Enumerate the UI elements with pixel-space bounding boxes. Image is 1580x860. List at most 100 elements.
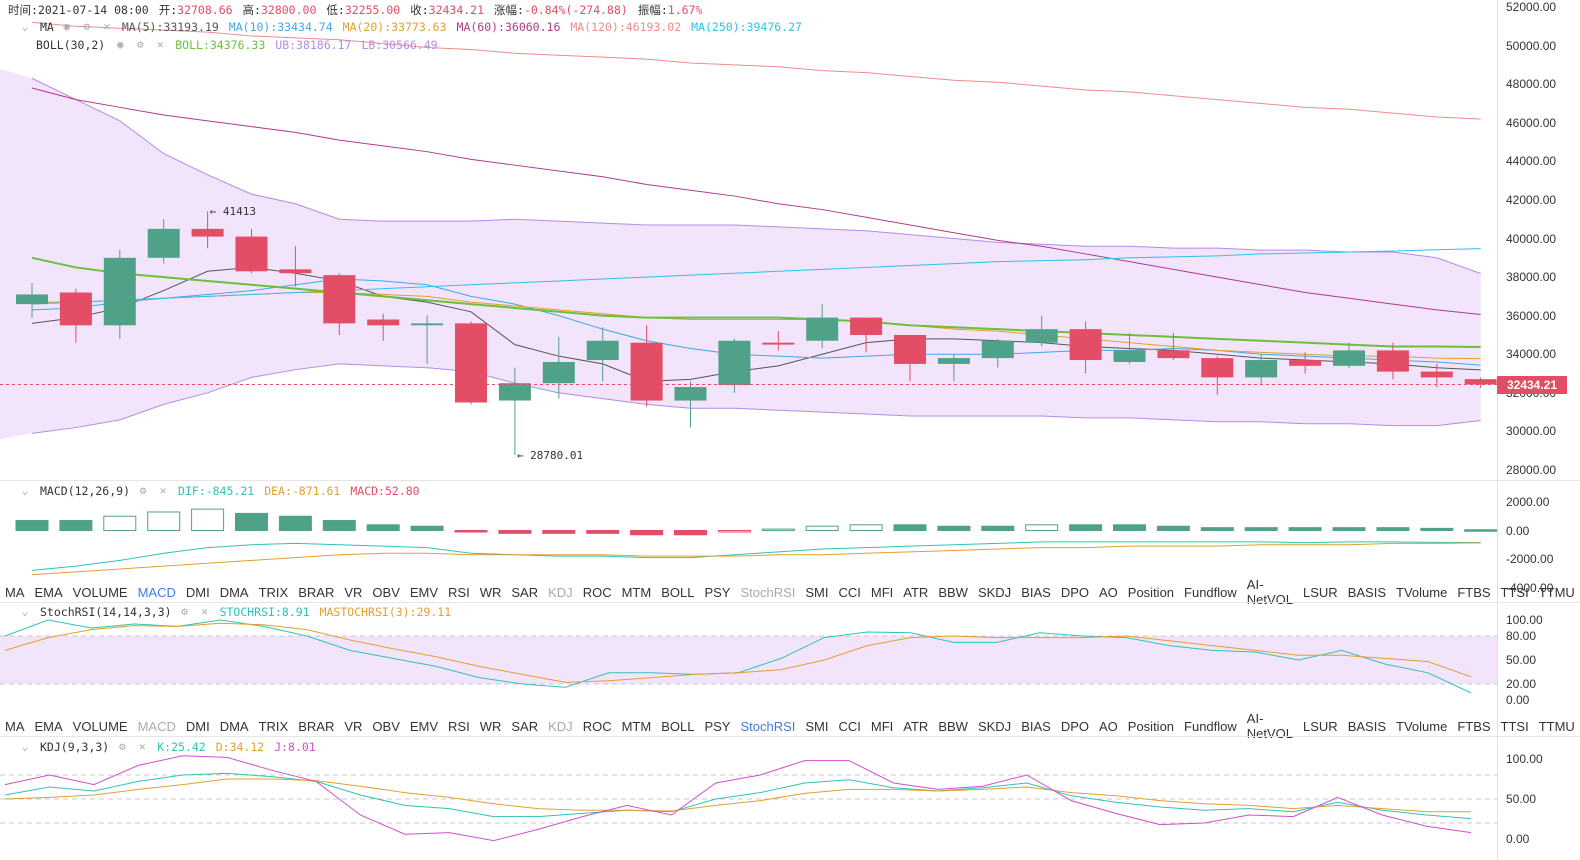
tab-obv[interactable]: OBV: [372, 718, 400, 734]
tab-tvolume[interactable]: TVolume: [1396, 718, 1448, 734]
settings-icon[interactable]: ⚙: [83, 20, 91, 33]
tab-basis[interactable]: BASIS: [1347, 584, 1386, 600]
tab-roc[interactable]: ROC: [582, 584, 612, 600]
tab-smi[interactable]: SMI: [805, 584, 829, 600]
tab-psy[interactable]: PSY: [704, 718, 731, 734]
tab-ma[interactable]: MA: [5, 584, 25, 600]
tab-dpo[interactable]: DPO: [1060, 584, 1089, 600]
tab-position[interactable]: Position: [1127, 718, 1175, 734]
tab-emv[interactable]: EMV: [409, 584, 439, 600]
tab-kdj[interactable]: KDJ: [548, 584, 573, 600]
tab-brar[interactable]: BRAR: [298, 718, 335, 734]
tab-volume[interactable]: VOLUME: [72, 718, 128, 734]
pane-separator[interactable]: [0, 602, 1580, 603]
tab-vr[interactable]: VR: [344, 718, 363, 734]
close-icon[interactable]: ✕: [159, 484, 167, 497]
tab-kdj[interactable]: KDJ: [548, 718, 573, 734]
tab-ao[interactable]: AO: [1098, 584, 1118, 600]
tab-smi[interactable]: SMI: [805, 718, 829, 734]
tab-atr[interactable]: ATR: [903, 718, 929, 734]
tab-dma[interactable]: DMA: [219, 718, 249, 734]
tab-ema[interactable]: EMA: [34, 584, 63, 600]
tab-stochrsi[interactable]: StochRSI: [740, 718, 796, 734]
tab-macd[interactable]: MACD: [137, 718, 176, 734]
tab-bbw[interactable]: BBW: [938, 718, 968, 734]
tab-macd[interactable]: MACD: [137, 584, 176, 600]
collapse-icon[interactable]: ⌄: [21, 605, 29, 618]
eye-icon[interactable]: ◉: [63, 20, 71, 33]
tab-ttsi[interactable]: TTSI: [1500, 584, 1529, 600]
price-axis[interactable]: 52000.00 50000.00 48000.00 46000.00 44000.00…: [1497, 0, 1580, 480]
tab-dma[interactable]: DMA: [219, 584, 249, 600]
tab-sar[interactable]: SAR: [511, 584, 539, 600]
stochrsi-chart[interactable]: [0, 603, 1497, 717]
tab-skdj[interactable]: SKDJ: [977, 584, 1012, 600]
tab-brar[interactable]: BRAR: [298, 584, 335, 600]
tab-basis[interactable]: BASIS: [1347, 718, 1386, 734]
tab-fundflow[interactable]: Fundflow: [1184, 718, 1237, 734]
close-icon[interactable]: ✕: [138, 740, 146, 753]
stochrsi-axis[interactable]: 100.00 80.00 50.00 20.00 0.00: [1497, 603, 1580, 736]
tab-wr[interactable]: WR: [479, 718, 502, 734]
tab-bbw[interactable]: BBW: [938, 584, 968, 600]
tab-trix[interactable]: TRIX: [258, 584, 289, 600]
collapse-icon[interactable]: ⌄: [21, 484, 29, 497]
tab-cci[interactable]: CCI: [838, 584, 861, 600]
tab-ai-netvol[interactable]: AI-NetVOL: [1246, 577, 1294, 607]
tab-bias[interactable]: BIAS: [1021, 718, 1051, 734]
tab-dpo[interactable]: DPO: [1060, 718, 1089, 734]
settings-icon[interactable]: ⚙: [118, 740, 126, 753]
tab-volume[interactable]: VOLUME: [72, 584, 128, 600]
tab-boll[interactable]: BOLL: [661, 584, 695, 600]
pane-separator[interactable]: [0, 736, 1580, 737]
tab-mtm[interactable]: MTM: [621, 584, 652, 600]
tab-ao[interactable]: AO: [1098, 718, 1118, 734]
pane-separator[interactable]: [0, 480, 1580, 481]
tab-roc[interactable]: ROC: [582, 718, 612, 734]
tab-ttmu[interactable]: TTMU: [1538, 584, 1575, 600]
settings-icon[interactable]: ⚙: [139, 484, 147, 497]
close-icon[interactable]: ✕: [201, 605, 208, 618]
macd-chart[interactable]: [0, 481, 1497, 581]
tab-rsi[interactable]: RSI: [448, 584, 470, 600]
tab-ai-netvol[interactable]: AI-NetVOL: [1246, 711, 1294, 741]
tab-ftbs[interactable]: FTBS: [1457, 584, 1491, 600]
close-icon[interactable]: ✕: [103, 20, 111, 33]
tab-position[interactable]: Position: [1127, 584, 1175, 600]
tab-psy[interactable]: PSY: [704, 584, 731, 600]
tab-lsur[interactable]: LSUR: [1303, 718, 1338, 734]
close-icon[interactable]: ✕: [156, 38, 164, 51]
tab-boll[interactable]: BOLL: [661, 718, 695, 734]
tab-cci[interactable]: CCI: [838, 718, 861, 734]
tab-dmi[interactable]: DMI: [185, 718, 210, 734]
collapse-icon[interactable]: ⌄: [21, 740, 29, 753]
tab-vr[interactable]: VR: [344, 584, 363, 600]
tab-emv[interactable]: EMV: [409, 718, 439, 734]
tab-ttmu[interactable]: TTMU: [1538, 718, 1575, 734]
tab-stochrsi[interactable]: StochRSI: [740, 584, 796, 600]
tab-mtm[interactable]: MTM: [621, 718, 652, 734]
tab-dmi[interactable]: DMI: [185, 584, 210, 600]
settings-icon[interactable]: ⚙: [181, 605, 188, 618]
tab-obv[interactable]: OBV: [372, 584, 400, 600]
tab-lsur[interactable]: LSUR: [1303, 584, 1338, 600]
tab-fundflow[interactable]: Fundflow: [1184, 584, 1237, 600]
tab-mfi[interactable]: MFI: [870, 584, 894, 600]
settings-icon[interactable]: ⚙: [136, 38, 144, 51]
tab-mfi[interactable]: MFI: [870, 718, 894, 734]
tab-skdj[interactable]: SKDJ: [977, 718, 1012, 734]
collapse-icon[interactable]: ⌄: [21, 20, 29, 33]
macd-axis[interactable]: 2000.00 0.00 -2000.00 -4000.00: [1497, 481, 1580, 602]
tab-ftbs[interactable]: FTBS: [1457, 718, 1491, 734]
tab-rsi[interactable]: RSI: [448, 718, 470, 734]
tab-tvolume[interactable]: TVolume: [1396, 584, 1448, 600]
tab-ema[interactable]: EMA: [34, 718, 63, 734]
tab-sar[interactable]: SAR: [511, 718, 539, 734]
tab-atr[interactable]: ATR: [903, 584, 929, 600]
tab-wr[interactable]: WR: [479, 584, 502, 600]
eye-icon[interactable]: ◉: [116, 38, 124, 51]
kdj-axis[interactable]: 100.00 50.00 0.00: [1497, 737, 1580, 860]
tab-bias[interactable]: BIAS: [1021, 584, 1051, 600]
candlestick-chart[interactable]: ← 41413 ← 28780.01: [0, 0, 1497, 480]
tab-ttsi[interactable]: TTSI: [1500, 718, 1529, 734]
